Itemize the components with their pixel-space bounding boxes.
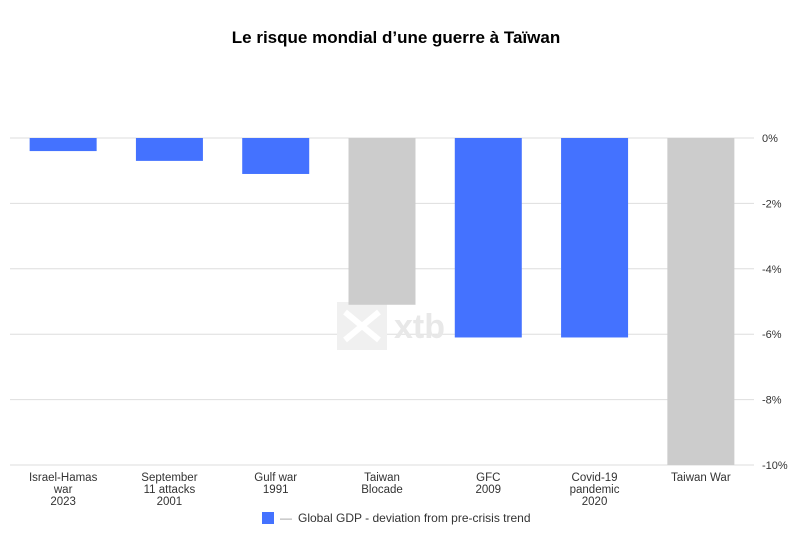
y-tick-label: -10% xyxy=(762,460,788,472)
x-category-label: Gulf war 1991 xyxy=(254,472,297,496)
bars xyxy=(29,138,735,465)
bar xyxy=(135,138,203,161)
x-category-label: Taiwan War xyxy=(671,472,731,484)
legend: — Global GDP - deviation from pre-crisis… xyxy=(262,511,531,525)
bar xyxy=(667,138,735,465)
bar xyxy=(454,138,522,338)
legend-dash: — xyxy=(280,511,292,525)
x-category-label: Taiwan Blocade xyxy=(361,472,403,496)
x-axis-categories: Israel-Hamas war 2023 September 11 attacks 20… xyxy=(29,472,731,508)
x-category-label: GFC 2009 xyxy=(475,472,501,496)
legend-label: Global GDP - deviation from pre-crisis t… xyxy=(298,511,531,525)
bar xyxy=(29,138,97,152)
bar xyxy=(242,138,310,174)
y-axis-ticks: 0% -2% -4% -6% -8% -10% xyxy=(762,133,788,472)
watermark-logo: xtb xyxy=(337,302,445,350)
bar xyxy=(348,138,416,305)
bar xyxy=(561,138,629,338)
chart-title: Le risque mondial d’une guerre à Taïwan xyxy=(231,28,561,47)
x-category-label: Israel-Hamas war 2023 xyxy=(29,472,98,508)
y-tick-label: 0% xyxy=(762,133,778,145)
y-tick-label: -2% xyxy=(762,198,782,210)
y-tick-label: -8% xyxy=(762,395,782,407)
y-tick-label: -4% xyxy=(762,264,782,276)
x-category-label: Covid-19 pandemic 2020 xyxy=(570,472,620,508)
watermark-text: xtb xyxy=(394,308,445,346)
x-category-label: September 11 attacks 2001 xyxy=(141,472,197,508)
watermark-x-icon xyxy=(343,309,381,343)
y-tick-label: -6% xyxy=(762,329,782,341)
legend-swatch xyxy=(262,512,274,524)
